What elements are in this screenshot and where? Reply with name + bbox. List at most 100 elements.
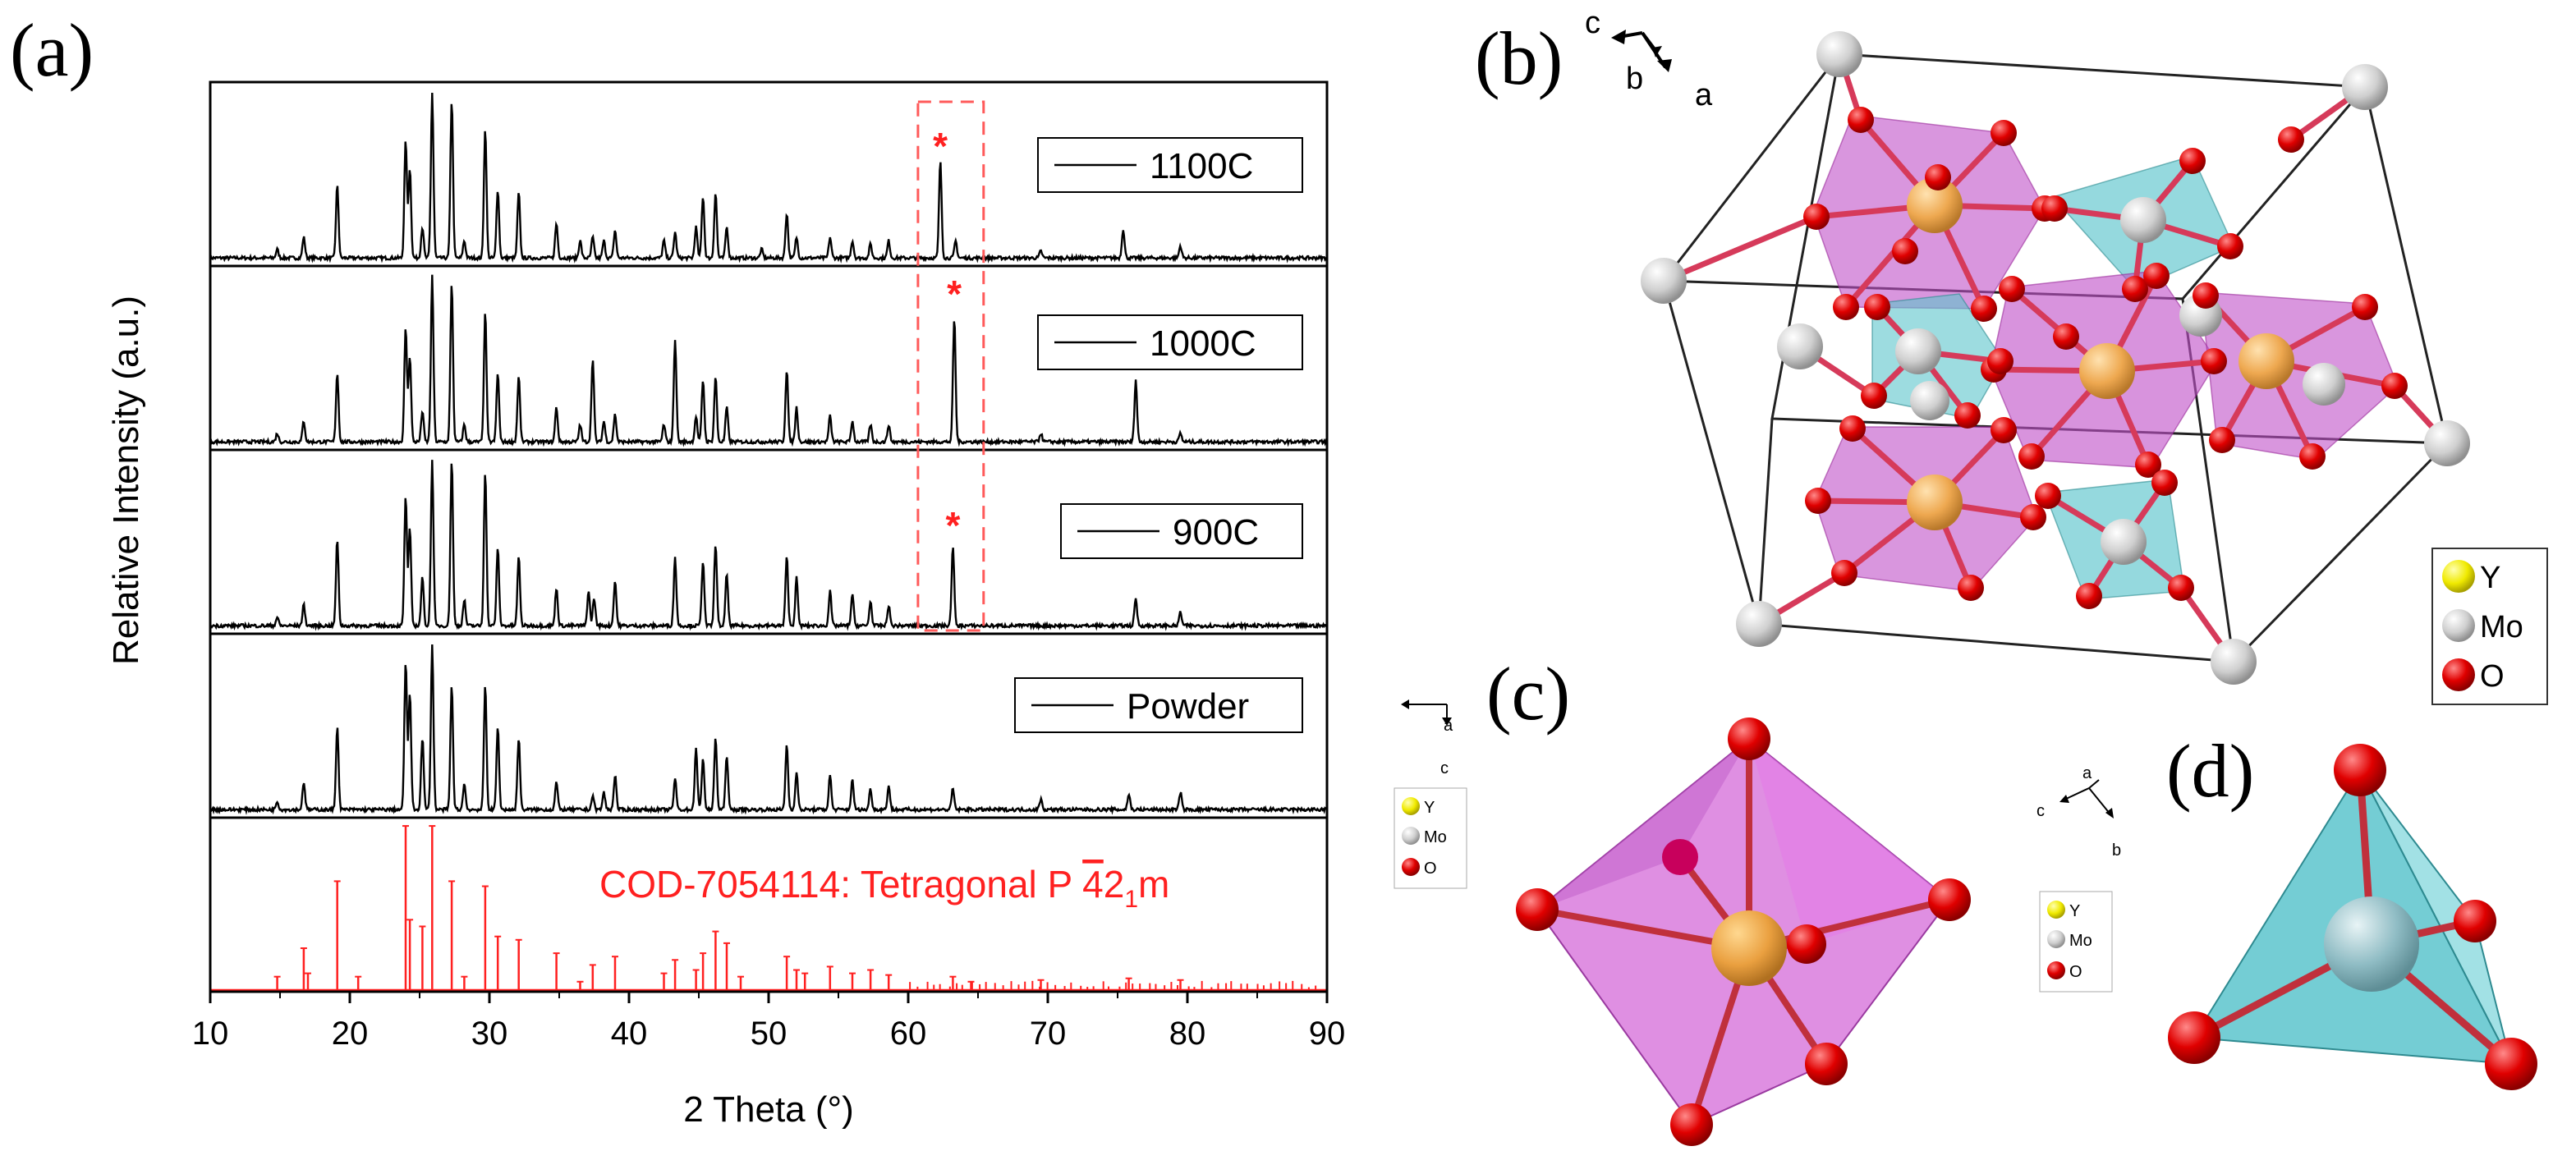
star-marker: *	[947, 273, 962, 315]
y-axis-label: Relative Intensity (a.u.)	[106, 296, 146, 665]
legend-d-y: Y	[2069, 902, 2080, 920]
x-tick-label: 10	[192, 1016, 229, 1052]
axis-c-a: a	[1444, 717, 1453, 735]
x-axis-ticks: 10 20 30 40 50 60 70 80 90	[192, 992, 1346, 1052]
o-atom	[2201, 348, 2227, 374]
o-atom	[2217, 233, 2243, 259]
legend-label-1100C: 1100C	[1150, 146, 1253, 186]
legend-d-mo: Mo	[2069, 932, 2092, 950]
panel-label-a: (a)	[10, 8, 94, 92]
legend-c: Y Mo O	[1394, 787, 1467, 889]
o-atom	[2135, 452, 2161, 478]
o-atom	[2122, 276, 2148, 302]
o-atom	[1987, 348, 2014, 374]
star-markers: * * *	[933, 125, 962, 547]
unit-cell-structure	[1641, 31, 2470, 685]
axes-indicator-b: c b a	[1585, 6, 1713, 112]
mo-atoms	[1641, 31, 2470, 685]
o-atom	[1831, 560, 1857, 586]
o-atom	[2076, 583, 2102, 609]
o-atom	[2143, 263, 2170, 289]
o-atom	[2209, 427, 2235, 453]
o-atom	[2168, 575, 2194, 601]
x-tick-label: 30	[471, 1016, 508, 1052]
trace-1000C	[209, 274, 1328, 447]
x-tick-label: 70	[1030, 1016, 1067, 1052]
o-atom	[1958, 575, 1984, 601]
panel-label-b: (b)	[1475, 16, 1563, 100]
xrd-traces	[209, 92, 1328, 815]
legend-label-Powder: Powder	[1127, 686, 1249, 727]
o-atom	[1833, 294, 1859, 320]
o-atom	[2151, 470, 2178, 496]
axes-indicator-c: a c	[1401, 699, 1453, 777]
o-atom	[2041, 195, 2068, 222]
o-atom	[2299, 443, 2326, 470]
axis-c-c: c	[1440, 759, 1449, 777]
x-tick-label: 80	[1169, 1016, 1206, 1052]
star-marker: *	[933, 125, 948, 167]
o-atom	[1892, 238, 1918, 264]
legend-box-900C	[1060, 503, 1303, 559]
x-tick-label: 20	[332, 1016, 369, 1052]
axis-c-label: c	[1585, 6, 1600, 40]
o-atom	[1805, 488, 1831, 514]
xrd-chart: 10 20 30 40 50 60 70 80 90 * * * 1100C 1000C 900C Pow…	[106, 80, 1346, 1130]
o-atom	[2381, 373, 2408, 399]
star-marker: *	[945, 504, 960, 547]
o-atom	[1861, 383, 1887, 409]
axis-d-a: a	[2082, 764, 2092, 782]
o-atom	[2278, 126, 2304, 153]
legend-b-y: Y	[2480, 561, 2500, 595]
trace-900C	[209, 460, 1328, 631]
legend-c-mo: Mo	[1424, 828, 1447, 846]
legend-b: Y Mo O	[2431, 548, 2548, 705]
series-legends: 1100C 1000C 900C Powder	[1014, 137, 1303, 733]
axis-d-c: c	[2036, 802, 2045, 820]
o-atom	[2193, 282, 2219, 309]
o-atom	[1999, 276, 2025, 302]
o-atom	[2020, 504, 2046, 530]
o-atom	[1839, 415, 1866, 442]
panel-label-c: (c)	[1486, 652, 1570, 736]
o-atom	[1971, 296, 1997, 322]
trace-Powder	[209, 644, 1328, 815]
x-axis-label: 2 Theta (°)	[683, 1089, 854, 1130]
legend-c-y: Y	[1424, 799, 1435, 817]
legend-label-900C: 900C	[1173, 512, 1259, 552]
legend-label-1000C: 1000C	[1150, 323, 1256, 364]
highlight-box	[916, 100, 985, 632]
o-atom	[2352, 294, 2378, 320]
y-atoms	[1907, 177, 2294, 530]
reference-label: COD-7054114: Tetragonal P 421m	[599, 863, 1169, 913]
yo-octahedron	[1516, 718, 1971, 1146]
o-atom	[1991, 417, 2017, 443]
panel-dividers	[210, 264, 1327, 819]
o-atom	[2018, 443, 2045, 470]
o-atom	[2053, 323, 2079, 350]
o-atom	[1925, 164, 1951, 190]
o-atoms	[1803, 107, 2408, 609]
axes-indicator-d: a c b	[2036, 764, 2121, 860]
legend-d-o: O	[2069, 963, 2082, 981]
x-tick-label: 40	[611, 1016, 648, 1052]
legend-b-o: O	[2480, 659, 2505, 694]
x-tick-label: 90	[1309, 1016, 1346, 1052]
panel-label-d: (d)	[2166, 729, 2254, 813]
o-atom	[1864, 294, 1890, 320]
x-tick-label: 60	[890, 1016, 927, 1052]
axis-b-label: b	[1626, 62, 1643, 96]
legend-b-mo: Mo	[2480, 610, 2523, 644]
legend-d: Y Mo O	[2039, 891, 2113, 993]
o-atom	[1848, 107, 1874, 133]
reference-sticks	[210, 825, 1328, 992]
x-tick-label: 50	[751, 1016, 787, 1052]
o-atom	[1954, 402, 1981, 429]
legend-c-o: O	[1424, 860, 1437, 878]
o-atom	[2179, 148, 2206, 174]
axis-a-label: a	[1695, 78, 1713, 112]
o-atom	[1991, 120, 2017, 146]
o-atom	[1803, 204, 1830, 230]
o-atom	[2035, 483, 2061, 509]
